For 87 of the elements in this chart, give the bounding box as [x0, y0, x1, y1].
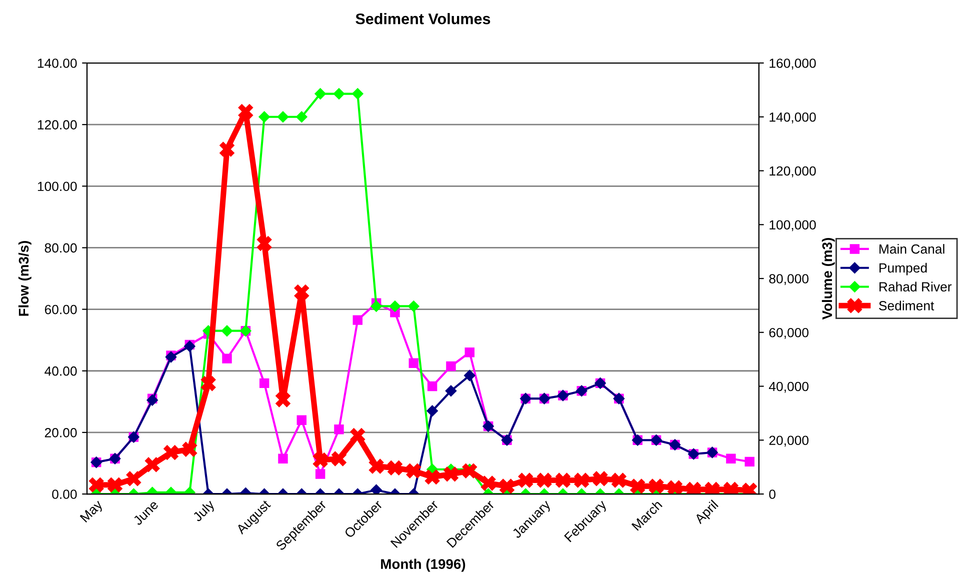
point [331, 451, 347, 466]
point [630, 478, 646, 494]
point [275, 392, 291, 408]
point [278, 454, 288, 464]
y2-tick-label: 40,000 [768, 382, 808, 393]
point [555, 472, 571, 488]
x-tick-label: July [192, 498, 218, 524]
point [182, 442, 198, 457]
point [258, 111, 270, 122]
legend-label: Pumped [880, 262, 927, 276]
y2-tick-label: 20,000 [769, 436, 808, 447]
point [163, 444, 179, 460]
x-axis-title: Month (1996) [381, 558, 466, 572]
point [592, 471, 608, 486]
y-tick-label: 120.00 [38, 120, 77, 130]
point [445, 385, 457, 396]
point [648, 478, 664, 494]
point [389, 300, 401, 312]
point [480, 476, 496, 491]
point [314, 88, 326, 100]
point [277, 111, 289, 122]
legend-label: Main Canal [880, 244, 944, 254]
y-tick-label: 60.00 [44, 304, 77, 314]
y2-tick-label: 100,000 [770, 220, 816, 232]
chart-title: Sediment Volumes [356, 13, 490, 24]
point [222, 354, 232, 364]
y2-tick-label: 140,000 [770, 112, 816, 124]
y-tick-label: 140.00 [38, 58, 77, 68]
point [667, 480, 683, 494]
y-axis-title: Flow (m3/s) [18, 241, 32, 316]
point [464, 370, 476, 382]
y2-axis-title: Volume (m3) [822, 238, 835, 320]
point [221, 325, 233, 336]
point [574, 472, 590, 488]
y-tick-label: 20.00 [44, 428, 77, 438]
point [387, 460, 403, 476]
point [370, 300, 382, 312]
point [462, 463, 478, 478]
point [315, 469, 326, 479]
point [333, 88, 345, 100]
point [406, 463, 422, 478]
point [427, 381, 438, 392]
legend-label: Rahad River [880, 282, 952, 292]
y-tick-label: 40.00 [44, 366, 77, 376]
point [294, 284, 310, 300]
point [352, 315, 362, 325]
point [726, 454, 736, 464]
point [107, 477, 123, 492]
point [518, 472, 534, 488]
point [368, 458, 384, 474]
point [238, 104, 254, 120]
point [334, 424, 344, 434]
point [165, 351, 177, 363]
point [219, 142, 235, 157]
point [200, 376, 216, 392]
point [611, 472, 627, 488]
point [744, 456, 754, 467]
point [296, 415, 307, 425]
y-tick-label: 100.00 [38, 182, 77, 192]
point [536, 472, 552, 488]
point [499, 478, 515, 494]
x-tick-label: May [80, 499, 106, 524]
point [446, 361, 456, 372]
point [408, 358, 418, 368]
y-tick-label: 80.00 [44, 243, 77, 253]
y2-tick-label: 80,000 [769, 274, 808, 285]
point [443, 466, 459, 482]
point [424, 469, 440, 485]
point [370, 484, 382, 494]
point [144, 457, 160, 472]
point [296, 111, 308, 122]
point [464, 348, 474, 358]
point [426, 405, 438, 416]
legend-label: Sediment [879, 300, 934, 310]
point [259, 378, 270, 388]
point [88, 477, 104, 492]
point [408, 300, 420, 312]
point [312, 452, 328, 468]
y-tick-label: 0.00 [52, 490, 77, 499]
y2-tick-label: 0 [769, 490, 776, 499]
point [146, 394, 158, 406]
y2-tick-label: 60,000 [769, 328, 808, 339]
y2-tick-label: 160,000 [770, 58, 816, 70]
point [126, 471, 142, 486]
point [352, 88, 364, 100]
point [256, 236, 272, 252]
y2-tick-label: 120,000 [770, 166, 816, 178]
